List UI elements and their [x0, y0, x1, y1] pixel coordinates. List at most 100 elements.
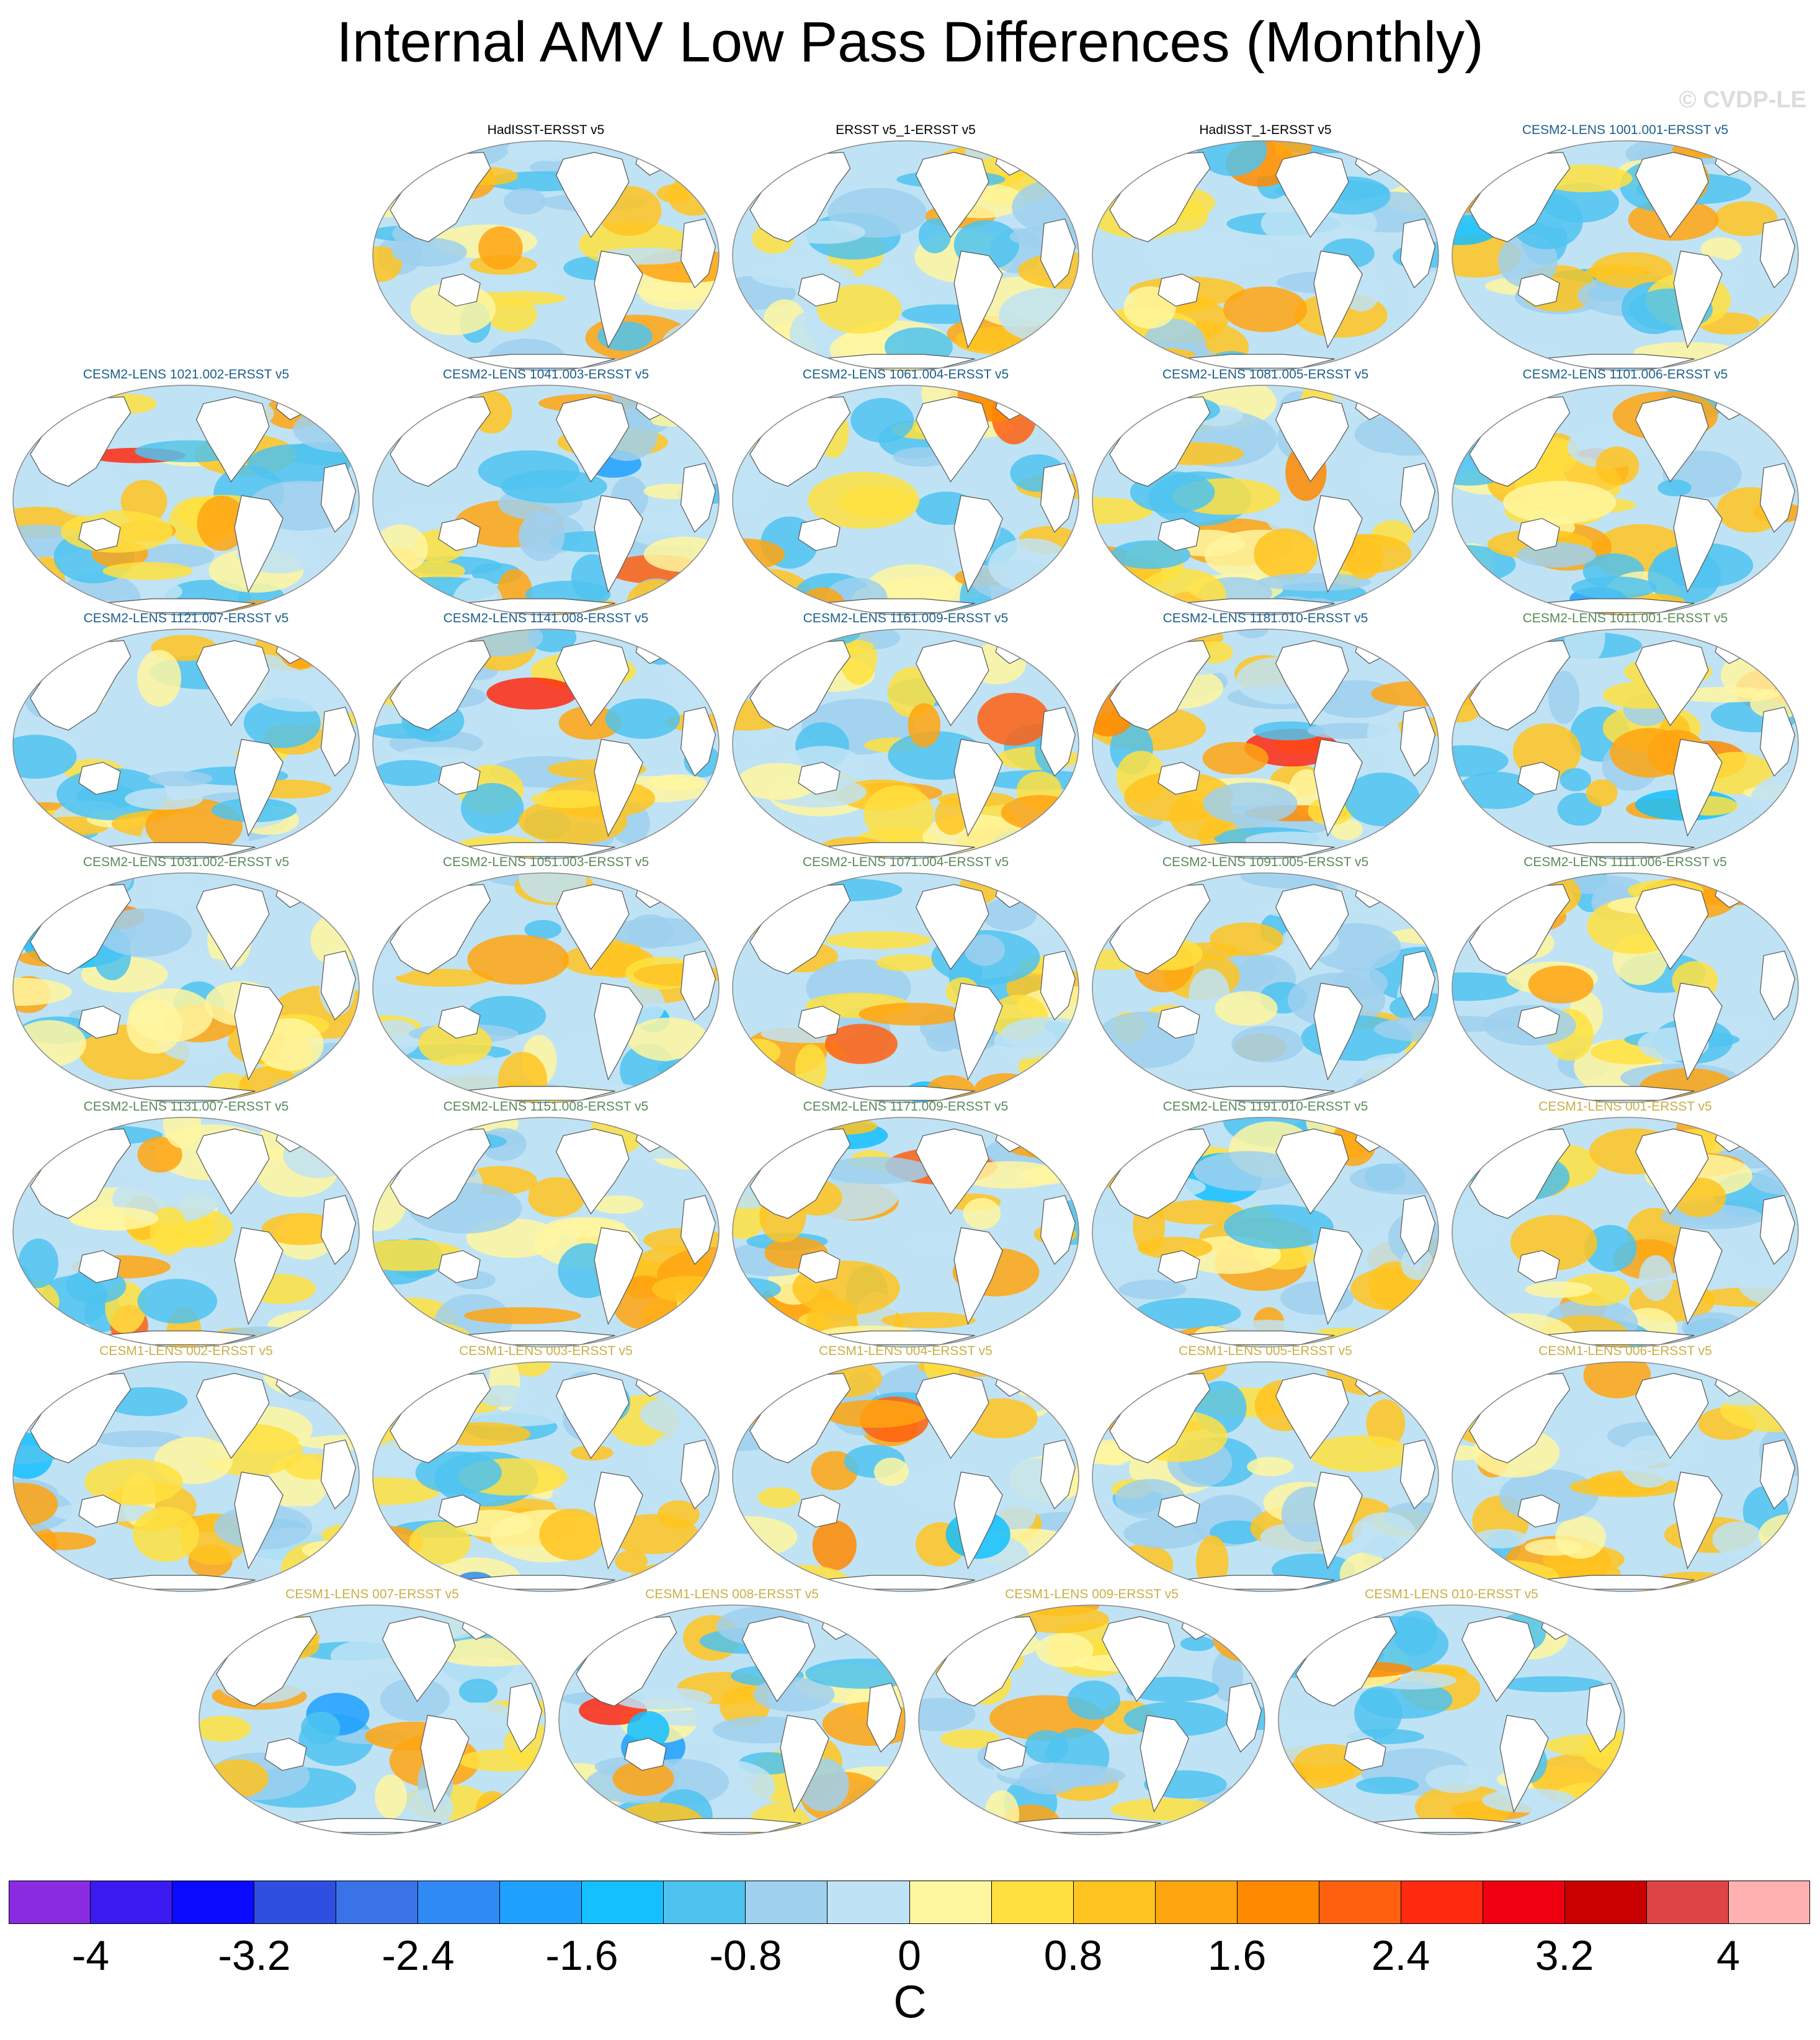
anomaly-region: [823, 1400, 927, 1428]
land-mask: [438, 517, 481, 552]
anomaly-region: [1452, 1362, 1484, 1403]
sst-difference-map: [1092, 872, 1439, 1103]
map-panel: CESM1-LENS 003-ERSST v5: [366, 1344, 726, 1592]
land-mask: [916, 640, 989, 727]
land-mask: [680, 1195, 716, 1265]
anomaly-region: [978, 629, 1079, 641]
anomaly-region: [1134, 1298, 1241, 1329]
land-mask: [320, 707, 357, 777]
anomaly-region: [940, 1729, 1001, 1749]
land-mask: [680, 707, 716, 777]
anomaly-region: [669, 630, 713, 661]
anomaly-region: [1371, 681, 1439, 707]
land-mask: [1673, 494, 1723, 593]
anomaly-region: [373, 141, 422, 181]
anomaly-region: [518, 511, 565, 561]
anomaly-region: [1374, 1016, 1439, 1042]
anomaly-region: [26, 589, 64, 609]
land-mask: [1275, 1372, 1349, 1459]
anomaly-region: [1366, 1399, 1406, 1448]
land-mask: [953, 250, 1003, 349]
land-mask: [438, 1250, 481, 1284]
sst-difference-map: [12, 1361, 360, 1592]
anomaly-region: [478, 1385, 530, 1407]
land-mask: [953, 494, 1003, 593]
anomaly-region: [13, 385, 63, 425]
map-panel-title: CESM2-LENS 1011.001-ERSST v5: [1522, 611, 1728, 625]
land-mask: [506, 1683, 543, 1753]
map-panel: ERSST v5_1-ERSST v5: [726, 123, 1086, 371]
map-panel-title: CESM2-LENS 1051.003-ERSST v5: [442, 855, 649, 869]
anomaly-region: [1452, 1445, 1483, 1461]
land-mask: [916, 1372, 989, 1459]
land-mask: [1399, 1439, 1436, 1510]
land-mask: [420, 1714, 470, 1813]
sst-difference-map: [1092, 140, 1439, 371]
map-panel-title: CESM2-LENS 1191.010-ERSST v5: [1162, 1099, 1368, 1114]
anomaly-region: [605, 698, 680, 739]
map-panel-title: CESM2-LENS 1001.001-ERSST v5: [1522, 123, 1729, 137]
anomaly-region: [252, 671, 354, 712]
anomaly-region: [373, 1304, 403, 1347]
anomaly-region: [919, 1698, 976, 1732]
map-panel-title: CESM1-LENS 002-ERSST v5: [99, 1344, 273, 1358]
anomaly-region: [628, 1018, 708, 1062]
map-panel: CESM1-LENS 006-ERSST v5: [1445, 1344, 1805, 1592]
sst-difference-map: [732, 1361, 1079, 1592]
anomaly-region: [97, 908, 192, 957]
map-panel-title: CESM2-LENS 1041.003-ERSST v5: [442, 367, 649, 382]
colorbar-tick-label: -3.2: [218, 1932, 291, 1979]
land-mask: [1517, 1494, 1560, 1528]
anomaly-region: [1525, 1539, 1582, 1556]
sst-difference-map: [1092, 1117, 1439, 1348]
anomaly-region: [1452, 745, 1509, 777]
map-panel: CESM1-LENS 002-ERSST v5: [6, 1344, 366, 1592]
anomaly-region: [1581, 1815, 1625, 1835]
sst-difference-map: [372, 1361, 720, 1592]
land-mask: [742, 1616, 816, 1702]
land-mask: [78, 517, 121, 552]
anomaly-region: [199, 1716, 251, 1742]
anomaly-region: [1025, 1730, 1068, 1763]
map-panel: CESM2-LENS 1121.007-ERSST v5: [6, 611, 366, 859]
land-mask: [594, 982, 643, 1081]
land-mask: [1313, 982, 1363, 1081]
map-panel-title: ERSST v5_1-ERSST v5: [836, 123, 976, 137]
map-panel: CESM2-LENS 1021.002-ERSST v5: [6, 367, 366, 615]
anomaly-region: [1215, 991, 1278, 1026]
anomaly-region: [1503, 481, 1617, 524]
land-mask: [196, 640, 270, 727]
anomaly-region: [137, 1279, 218, 1324]
colorbar-cell: [909, 1881, 991, 1924]
land-mask: [1040, 1195, 1076, 1265]
colorbar-units-label: C: [893, 1976, 927, 2028]
land-mask: [196, 1372, 270, 1459]
colorbar-cell: [1646, 1881, 1728, 1924]
anomaly-region: [18, 1238, 59, 1288]
map-panel: CESM2-LENS 1151.008-ERSST v5: [366, 1099, 726, 1348]
anomaly-region: [1092, 1362, 1121, 1401]
map-panel: CESM2-LENS 1091.005-ERSST v5: [1086, 855, 1445, 1103]
anomaly-region: [648, 774, 707, 790]
map-panel-title: CESM1-LENS 010-ERSST v5: [1365, 1587, 1538, 1601]
anomaly-region: [539, 1508, 605, 1560]
anomaly-region: [199, 1809, 253, 1835]
anomaly-region: [486, 298, 537, 333]
anomaly-region: [1472, 1529, 1528, 1549]
anomaly-region: [464, 1307, 581, 1325]
anomaly-region: [373, 524, 428, 573]
anomaly-region: [812, 1520, 857, 1571]
map-panel: CESM2-LENS 1131.007-ERSST v5: [6, 1099, 366, 1348]
land-mask: [234, 738, 283, 837]
anomaly-region: [1309, 1435, 1412, 1472]
land-mask: [1586, 1683, 1622, 1753]
anomaly-region: [137, 650, 182, 707]
land-mask: [320, 1195, 357, 1265]
sst-difference-map: [372, 1117, 720, 1348]
colorbar-cell: [991, 1881, 1073, 1924]
land-mask: [916, 151, 989, 238]
map-panel: CESM1-LENS 009-ERSST v5: [912, 1587, 1272, 1835]
anomaly-region: [1253, 721, 1324, 741]
anomaly-region: [1583, 1362, 1651, 1398]
colorbar-tick-label: 1.6: [1207, 1932, 1267, 1979]
